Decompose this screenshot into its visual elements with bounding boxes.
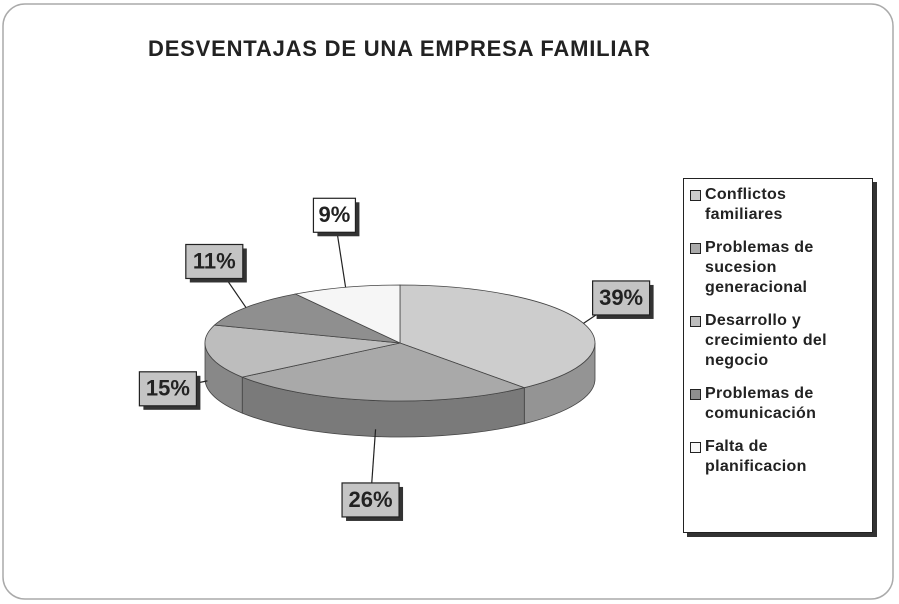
slice xyxy=(294,284,401,344)
legend-entry: Desarrollo y crecimiento del negocio xyxy=(690,311,868,371)
legend: Conflictos familiares Problemas de sucesi… xyxy=(683,178,873,533)
slice xyxy=(204,324,401,378)
label-box xyxy=(592,280,651,316)
data-label: 39% xyxy=(599,285,643,310)
label-box xyxy=(185,243,244,280)
data-label: 15% xyxy=(146,376,190,401)
legend-entry: Falta de planificacion xyxy=(690,437,868,477)
legend-entry: Problemas de sucesion generacional xyxy=(690,238,868,298)
data-label: 26% xyxy=(349,487,393,512)
data-label: 11% xyxy=(193,248,236,273)
legend-label: Falta de planificacion xyxy=(705,438,807,475)
legend-swatch xyxy=(690,243,701,254)
legend-entry: Conflictos familiares xyxy=(690,185,868,225)
legend-entry: Problemas de comunicación xyxy=(690,384,868,424)
legend-label: Problemas de comunicación xyxy=(705,385,817,422)
legend-swatch xyxy=(690,389,701,400)
legend-swatch xyxy=(690,442,701,453)
label-box xyxy=(138,371,197,407)
data-label: 9% xyxy=(319,202,351,227)
legend-label: Desarrollo y crecimiento del negocio xyxy=(705,312,827,369)
slice xyxy=(213,293,401,344)
legend-label: Problemas de sucesion generacional xyxy=(705,239,814,296)
chart-title: DESVENTAJAS DE UNA EMPRESA FAMILIAR xyxy=(148,36,651,61)
label-box xyxy=(341,482,400,518)
legend-label: Conflictos familiares xyxy=(705,186,787,223)
label-box xyxy=(312,197,357,233)
legend-swatch xyxy=(690,190,701,201)
slice xyxy=(240,342,526,402)
legend-swatch xyxy=(690,316,701,327)
